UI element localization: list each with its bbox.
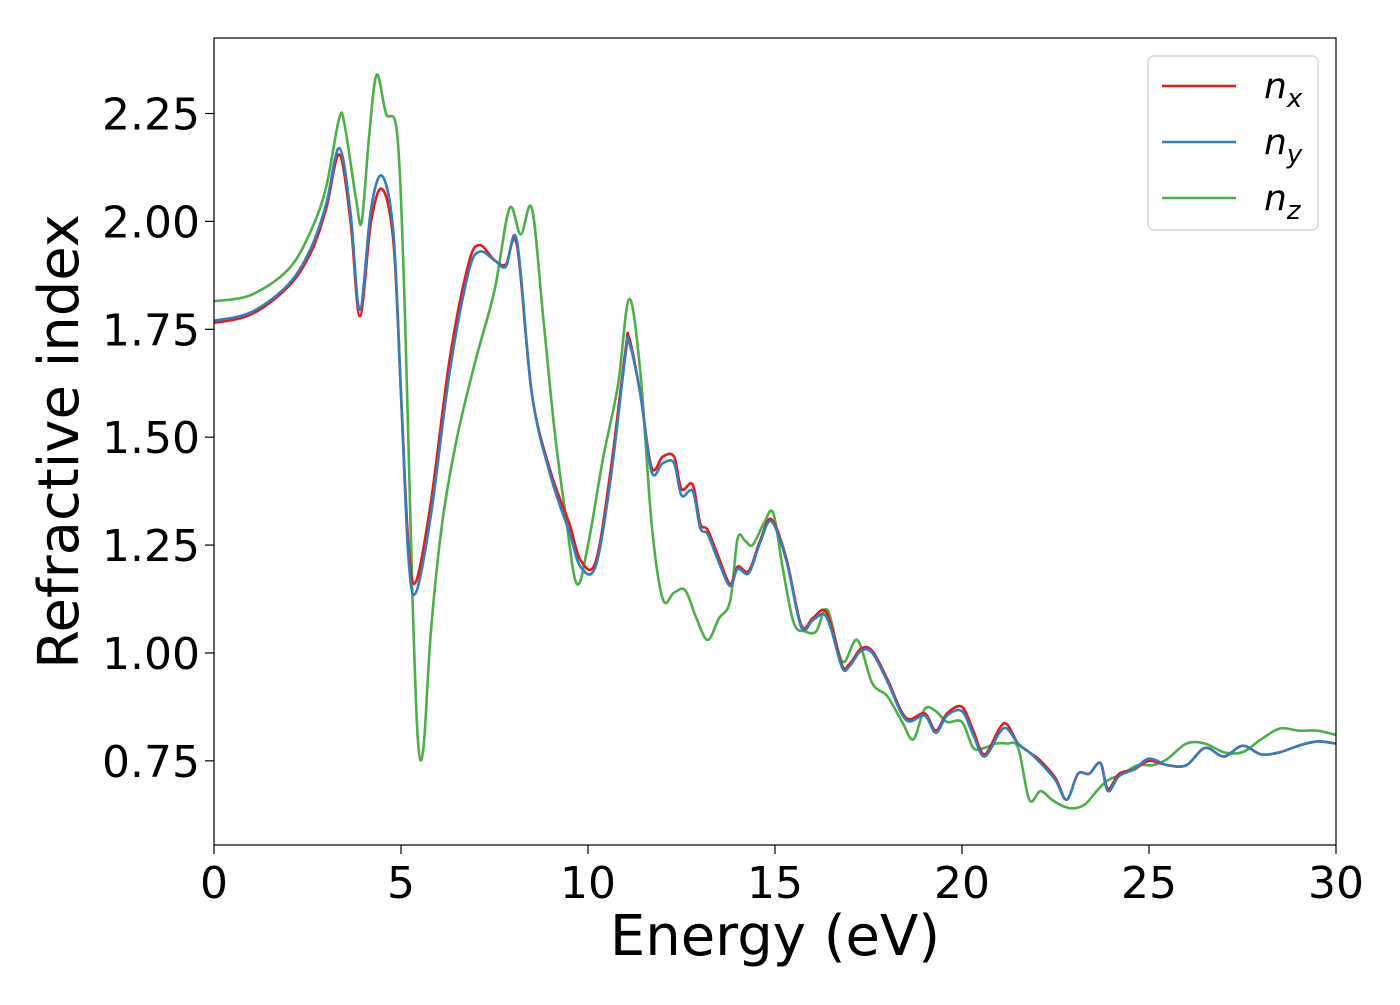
series-layer: [214, 73, 1336, 810]
legend-label-nx: nx: [1264, 66, 1303, 114]
x-axis-label: Energy (eV): [610, 904, 940, 969]
y-tick-label: 1.75: [102, 305, 200, 356]
y-tick-label: 0.75: [102, 737, 200, 788]
y-tick-label: 1.25: [102, 521, 200, 572]
y-tick-label: 2.25: [102, 90, 200, 141]
x-tick-label: 0: [200, 858, 228, 909]
series-line-nz: [214, 73, 1336, 810]
legend-label-ny: ny: [1264, 122, 1303, 170]
x-tick-label: 10: [560, 858, 616, 909]
plot-frame: [213, 37, 1337, 846]
y-axis-ticks: 0.75 1.00 1.25 1.50 1.75 2.00 2.25: [102, 90, 214, 788]
x-tick-label: 15: [747, 858, 803, 909]
series-line-ny: [214, 146, 1336, 801]
x-tick-label: 30: [1308, 858, 1364, 909]
y-axis-label: Refractive index: [27, 214, 92, 669]
legend-label-nz: nz: [1264, 178, 1302, 226]
legend: nx ny nz: [1147, 55, 1319, 231]
x-tick-label: 5: [387, 858, 415, 909]
y-tick-label: 1.00: [102, 629, 200, 680]
x-tick-label: 20: [934, 858, 990, 909]
y-tick-label: 1.50: [102, 413, 200, 464]
series-line-nx: [214, 153, 1336, 801]
y-tick-label: 2.00: [102, 197, 200, 248]
x-axis-ticks: 0 5 10 15 20 25 30: [200, 845, 1364, 909]
x-tick-label: 25: [1121, 858, 1177, 909]
